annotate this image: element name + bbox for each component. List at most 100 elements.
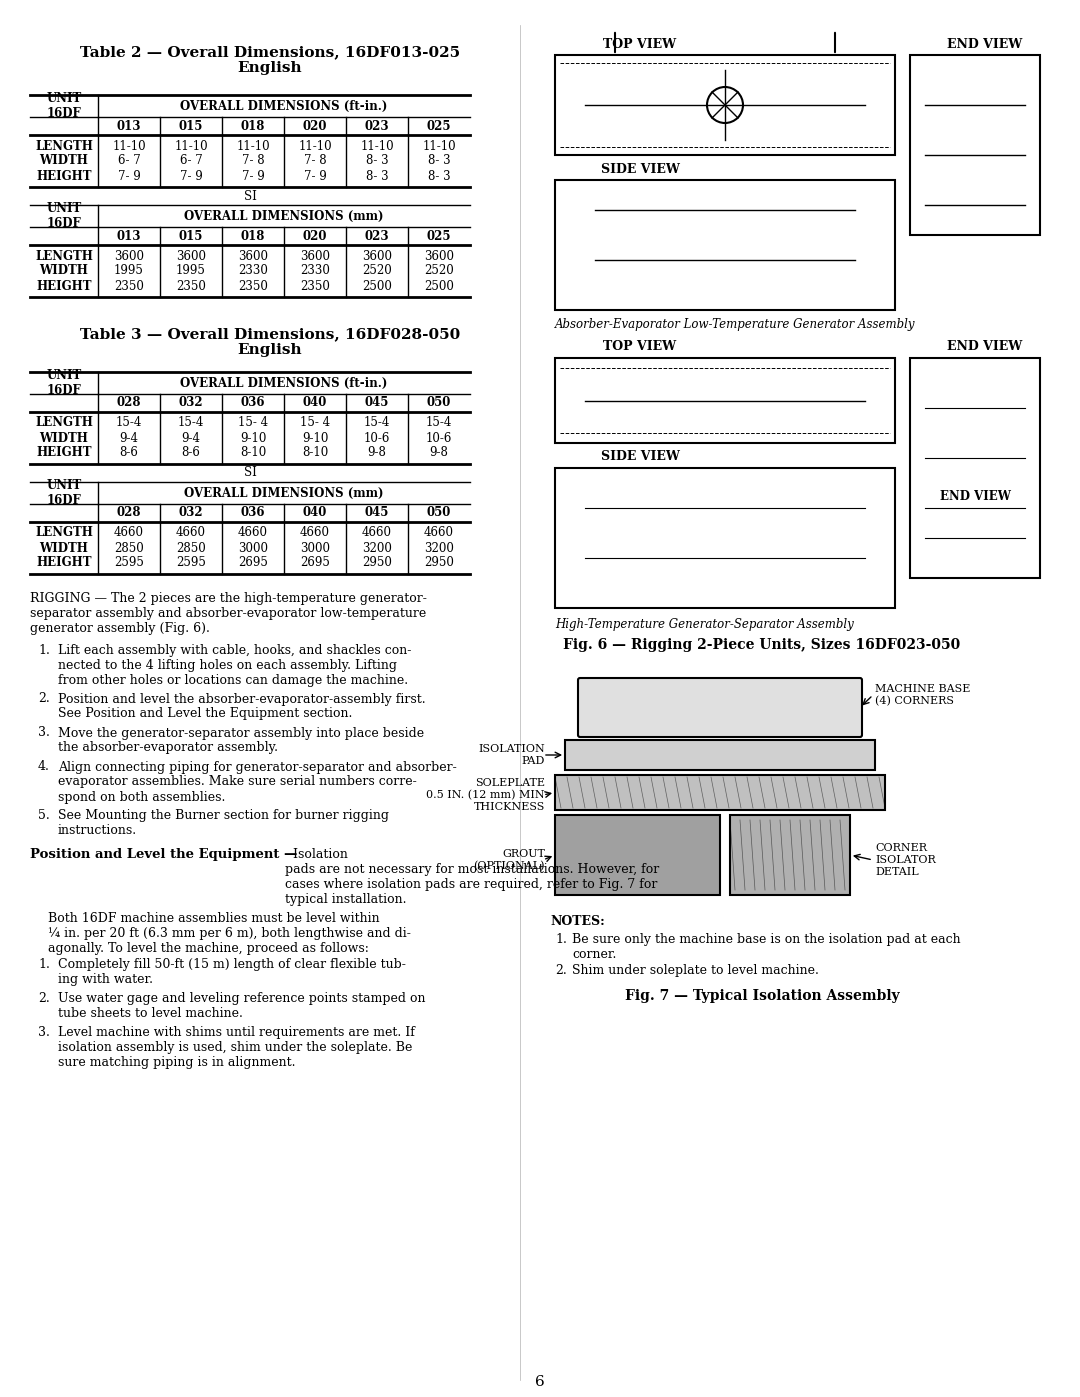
Text: 040: 040: [302, 397, 327, 409]
Text: 1.: 1.: [38, 958, 50, 971]
Text: 045: 045: [365, 397, 389, 409]
Text: 050: 050: [427, 507, 451, 520]
Text: 015: 015: [179, 229, 203, 243]
Text: 4660
3200
2950: 4660 3200 2950: [424, 527, 454, 570]
Text: 4660
3000
2695: 4660 3000 2695: [300, 527, 330, 570]
Text: CORNER
ISOLATOR
DETAIL: CORNER ISOLATOR DETAIL: [875, 844, 935, 876]
Text: 032: 032: [178, 507, 203, 520]
Text: 1.: 1.: [555, 933, 567, 946]
Text: SI: SI: [244, 467, 256, 479]
Text: 3600
2330
2350: 3600 2330 2350: [300, 250, 330, 292]
Text: 4.: 4.: [38, 760, 50, 774]
Text: LENGTH
WIDTH
HEIGHT: LENGTH WIDTH HEIGHT: [35, 527, 93, 570]
Bar: [555, 358, 895, 443]
Text: 013: 013: [117, 120, 141, 133]
Text: END VIEW: END VIEW: [947, 38, 1023, 52]
Text: SIDE VIEW: SIDE VIEW: [600, 450, 679, 462]
Text: SOLEPLATE
0.5 IN. (12 mm) MIN
THICKNESS: SOLEPLATE 0.5 IN. (12 mm) MIN THICKNESS: [427, 778, 545, 812]
Text: UNIT
16DF: UNIT 16DF: [46, 479, 82, 507]
Text: GROUT
(OPTIONAL): GROUT (OPTIONAL): [473, 849, 545, 870]
Text: 11-10
8- 3
8- 3: 11-10 8- 3 8- 3: [422, 140, 456, 183]
Text: 025: 025: [427, 229, 451, 243]
Text: 3600
1995
2350: 3600 1995 2350: [176, 250, 206, 292]
Text: MACHINE BASE
(4) CORNERS: MACHINE BASE (4) CORNERS: [875, 685, 970, 705]
Text: 2.: 2.: [38, 992, 50, 1004]
Text: 3.: 3.: [38, 726, 50, 739]
Text: 020: 020: [302, 229, 327, 243]
Text: Position and level the absorber-evaporator-assembly first.
See Position and Leve: Position and level the absorber-evaporat…: [58, 693, 426, 721]
Text: 032: 032: [178, 397, 203, 409]
Text: 4660
2850
2595: 4660 2850 2595: [176, 527, 206, 570]
Text: OVERALL DIMENSIONS (ft-in.): OVERALL DIMENSIONS (ft-in.): [180, 377, 388, 390]
Text: See Mounting the Burner section for burner rigging
instructions.: See Mounting the Burner section for burn…: [58, 809, 389, 837]
Text: 15-4
9-4
8-6: 15-4 9-4 8-6: [116, 416, 143, 460]
Text: Both 16DF machine assemblies must be level within
¼ in. per 20 ft (6.3 mm per 6 : Both 16DF machine assemblies must be lev…: [48, 912, 410, 956]
Text: 013: 013: [117, 229, 141, 243]
Text: Be sure only the machine base is on the isolation pad at each
corner.: Be sure only the machine base is on the …: [572, 933, 960, 961]
Text: 11-10
8- 3
8- 3: 11-10 8- 3 8- 3: [361, 140, 394, 183]
Text: END VIEW: END VIEW: [947, 339, 1023, 353]
Bar: [910, 358, 1040, 578]
Text: 028: 028: [117, 397, 141, 409]
Text: 15- 4
9-10
8-10: 15- 4 9-10 8-10: [300, 416, 330, 460]
Text: 3.: 3.: [38, 1025, 50, 1039]
Text: Lift each assembly with cable, hooks, and shackles con-
nected to the 4 lifting : Lift each assembly with cable, hooks, an…: [58, 644, 411, 687]
Text: 4660
3000
2695: 4660 3000 2695: [238, 527, 268, 570]
Text: 018: 018: [241, 120, 266, 133]
Text: 3600
2330
2350: 3600 2330 2350: [238, 250, 268, 292]
Text: 11-10
7- 8
7- 9: 11-10 7- 8 7- 9: [298, 140, 332, 183]
Text: 3600
1995
2350: 3600 1995 2350: [114, 250, 144, 292]
Text: Table 2 — Overall Dimensions, 16DF013-025
English: Table 2 — Overall Dimensions, 16DF013-02…: [80, 45, 460, 75]
Text: NOTES:: NOTES:: [550, 915, 605, 928]
Text: Completely fill 50-ft (15 m) length of clear flexible tub-
ing with water.: Completely fill 50-ft (15 m) length of c…: [58, 958, 406, 986]
Text: TOP VIEW: TOP VIEW: [604, 38, 676, 52]
Text: Position and Level the Equipment —: Position and Level the Equipment —: [30, 848, 297, 861]
Text: 018: 018: [241, 229, 266, 243]
Text: TOP VIEW: TOP VIEW: [604, 339, 676, 353]
Text: 023: 023: [365, 229, 389, 243]
Text: 3600
2520
2500: 3600 2520 2500: [362, 250, 392, 292]
Text: 15-4
10-6
9-8: 15-4 10-6 9-8: [426, 416, 453, 460]
Text: 4660
3200
2950: 4660 3200 2950: [362, 527, 392, 570]
Text: 11-10
6- 7
7- 9: 11-10 6- 7 7- 9: [174, 140, 207, 183]
Text: OVERALL DIMENSIONS (mm): OVERALL DIMENSIONS (mm): [185, 210, 383, 222]
Bar: [555, 775, 885, 810]
Bar: [555, 814, 720, 895]
Bar: [555, 468, 895, 608]
FancyBboxPatch shape: [578, 678, 862, 738]
Bar: [910, 54, 1040, 235]
Text: LENGTH
WIDTH
HEIGHT: LENGTH WIDTH HEIGHT: [35, 250, 93, 292]
Text: Shim under soleplate to level machine.: Shim under soleplate to level machine.: [572, 964, 819, 977]
Text: Level machine with shims until requirements are met. If
isolation assembly is us: Level machine with shims until requireme…: [58, 1025, 415, 1069]
Text: Move the generator-separator assembly into place beside
the absorber-evaporator : Move the generator-separator assembly in…: [58, 726, 424, 754]
Text: 5.: 5.: [38, 809, 50, 821]
Text: UNIT
16DF: UNIT 16DF: [46, 92, 82, 120]
Text: Absorber-Evaporator Low-Temperature Generator Assembly: Absorber-Evaporator Low-Temperature Gene…: [555, 319, 916, 331]
Text: 11-10
7- 8
7- 9: 11-10 7- 8 7- 9: [237, 140, 270, 183]
Bar: [555, 54, 895, 155]
Text: 2.: 2.: [38, 693, 50, 705]
Text: 036: 036: [241, 507, 266, 520]
Text: 045: 045: [365, 507, 389, 520]
Text: Fig. 7 — Typical Isolation Assembly: Fig. 7 — Typical Isolation Assembly: [624, 989, 900, 1003]
Text: 028: 028: [117, 507, 141, 520]
Text: Isolation
pads are not necessary for most installations. However, for
cases wher: Isolation pads are not necessary for mos…: [285, 848, 659, 907]
Text: Table 3 — Overall Dimensions, 16DF028-050
English: Table 3 — Overall Dimensions, 16DF028-05…: [80, 327, 460, 358]
Text: High-Temperature Generator-Separator Assembly: High-Temperature Generator-Separator Ass…: [555, 617, 854, 631]
Text: 4660
2850
2595: 4660 2850 2595: [114, 527, 144, 570]
Text: UNIT
16DF: UNIT 16DF: [46, 203, 82, 231]
Text: SI: SI: [244, 190, 256, 203]
Text: LENGTH
WIDTH
HEIGHT: LENGTH WIDTH HEIGHT: [35, 416, 93, 460]
Text: Fig. 6 — Rigging 2-Piece Units, Sizes 16DF023-050: Fig. 6 — Rigging 2-Piece Units, Sizes 16…: [564, 638, 960, 652]
Text: 015: 015: [179, 120, 203, 133]
Text: RIGGING — The 2 pieces are the high-temperature generator-
separator assembly an: RIGGING — The 2 pieces are the high-temp…: [30, 592, 427, 636]
Text: 15- 4
9-10
8-10: 15- 4 9-10 8-10: [238, 416, 268, 460]
Text: Align connecting piping for generator-separator and absorber-
evaporator assembl: Align connecting piping for generator-se…: [58, 760, 457, 803]
Text: 025: 025: [427, 120, 451, 133]
Bar: [565, 740, 875, 770]
Text: 050: 050: [427, 397, 451, 409]
Bar: [555, 180, 895, 310]
Text: 040: 040: [302, 507, 327, 520]
Text: 15-4
9-4
8-6: 15-4 9-4 8-6: [178, 416, 204, 460]
Text: 3600
2520
2500: 3600 2520 2500: [424, 250, 454, 292]
